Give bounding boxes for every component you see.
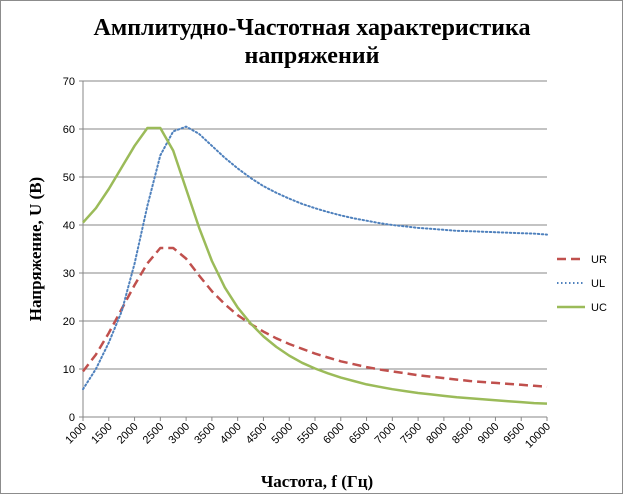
- x-axis-title: Частота, f (Гц): [261, 472, 373, 491]
- series-line-ul: [82, 125, 548, 391]
- chart-title-line-2: напряжений: [245, 43, 380, 69]
- x-tick-label: 8000: [424, 421, 450, 447]
- y-tick-labels: 0 10 20 30 40 50 60 70: [63, 76, 75, 424]
- x-tick-labels: 1000 1500 2000 2500 3000 3500 4000 4500 5000 5500…: [63, 421, 553, 451]
- y-tick-label: 60: [63, 124, 75, 136]
- x-tick-label: 4000: [218, 421, 244, 447]
- x-tick-label: 2000: [115, 421, 141, 447]
- x-tick-label: 4500: [244, 421, 270, 447]
- y-tick-label: 70: [63, 76, 75, 88]
- x-tick-label: 1000: [63, 421, 89, 447]
- x-tick-label: 10000: [523, 421, 553, 451]
- x-tick-label: 8500: [450, 421, 476, 447]
- x-tick-label: 9000: [476, 421, 502, 447]
- legend-label-ul: UL: [591, 278, 605, 290]
- legend-label-uc: UC: [591, 302, 607, 314]
- legend-label-ur: UR: [591, 254, 607, 266]
- x-tick-label: 7500: [398, 421, 424, 447]
- y-tick-label: 10: [63, 364, 75, 376]
- x-tick-label: 6000: [321, 421, 347, 447]
- x-tick-label: 3500: [192, 421, 218, 447]
- x-tick-label: 5500: [295, 421, 321, 447]
- x-tick-label: 6500: [347, 421, 373, 447]
- x-tick-label: 1500: [89, 421, 115, 447]
- chart-title-line-1: Амплитудно-Частотная характеристика: [94, 15, 531, 41]
- x-tick-label: 7000: [373, 421, 399, 447]
- axes: [79, 80, 548, 421]
- y-axis-title: Напряжение, U (В): [26, 177, 45, 321]
- x-tick-label: 5000: [270, 421, 296, 447]
- x-tick-label: 2500: [141, 421, 167, 447]
- series-line-ur: [82, 246, 548, 389]
- grid: [83, 80, 547, 370]
- y-tick-label: 50: [63, 172, 75, 184]
- series-lines: [82, 125, 548, 405]
- y-tick-label: 40: [63, 220, 75, 232]
- legend: UR UL UC: [557, 254, 607, 314]
- y-tick-label: 30: [63, 268, 75, 280]
- y-tick-label: 20: [63, 316, 75, 328]
- y-tick-label: 0: [69, 412, 75, 424]
- series-line-uc: [82, 126, 548, 405]
- x-tick-label: 3000: [166, 421, 192, 447]
